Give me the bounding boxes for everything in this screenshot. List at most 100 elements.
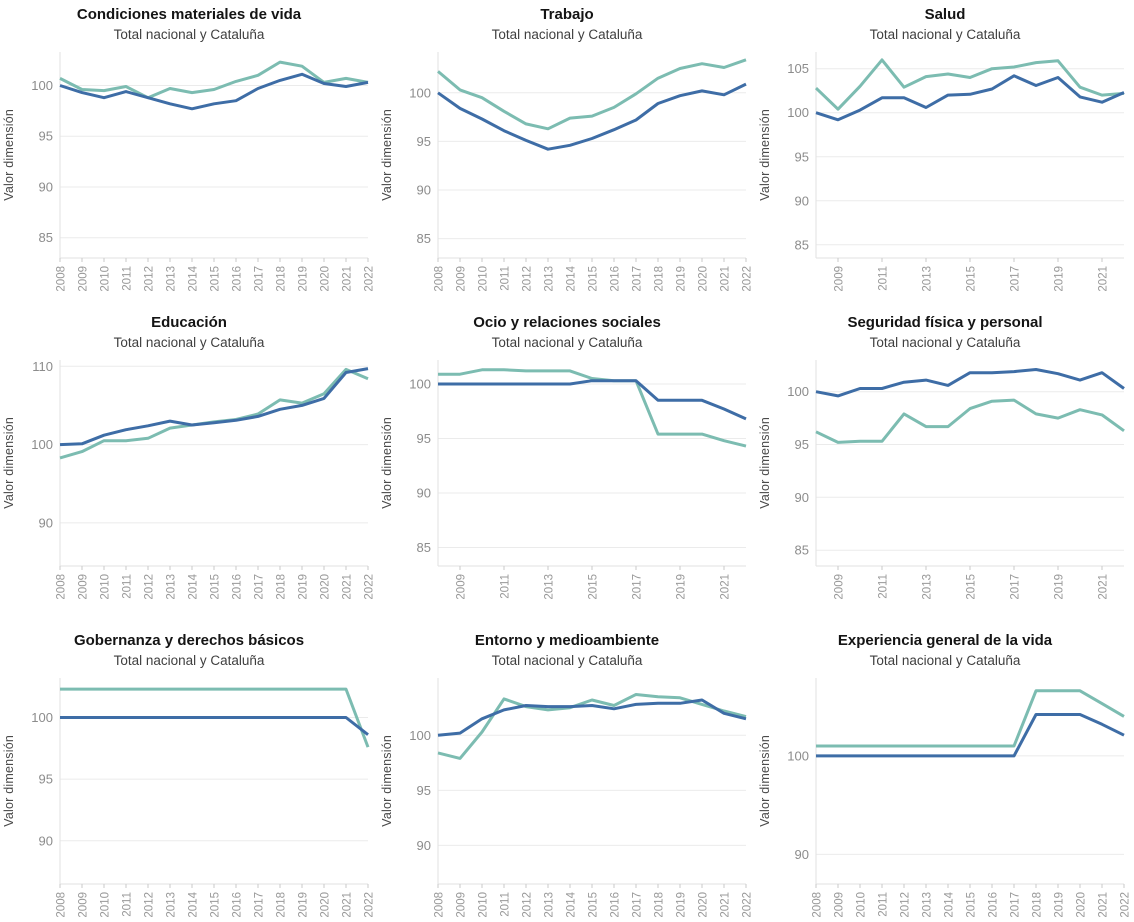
svg-text:90: 90 xyxy=(417,486,431,501)
svg-text:95: 95 xyxy=(417,134,431,149)
svg-text:2015: 2015 xyxy=(588,574,600,600)
chart-title: Entorno y medioambiente xyxy=(474,632,660,649)
svg-text:2016: 2016 xyxy=(232,266,244,292)
svg-text:2008: 2008 xyxy=(56,892,68,918)
chart-title: Seguridad física y personal xyxy=(847,314,1043,331)
svg-text:2013: 2013 xyxy=(166,574,178,600)
svg-text:2021: 2021 xyxy=(720,266,732,292)
svg-text:2022: 2022 xyxy=(742,892,753,918)
svg-text:2008: 2008 xyxy=(812,892,824,918)
plot-area: Valor dimensión 85 90 95 100 2008 2009 2010 201… xyxy=(0,46,378,296)
y-axis-title: Valor dimensión xyxy=(0,678,18,884)
svg-text:100: 100 xyxy=(787,384,809,399)
svg-text:2017: 2017 xyxy=(254,574,266,600)
svg-text:2018: 2018 xyxy=(1032,892,1044,918)
svg-text:2011: 2011 xyxy=(122,892,134,917)
svg-text:2021: 2021 xyxy=(1098,574,1110,600)
svg-text:2021: 2021 xyxy=(342,266,354,292)
svg-text:85: 85 xyxy=(795,543,809,558)
svg-text:2021: 2021 xyxy=(1098,892,1110,918)
chart-panel-ocio-relaciones: Ocio y relaciones sociales Total naciona… xyxy=(378,308,756,626)
svg-text:2013: 2013 xyxy=(544,574,556,600)
y-axis-title-text: Valor dimensión xyxy=(2,417,16,509)
svg-text:2019: 2019 xyxy=(1054,266,1066,292)
y-axis-title-text: Valor dimensión xyxy=(2,109,16,201)
plot-area: Valor dimensión 90 95 100 2008 2009 2010 2011 2… xyxy=(378,672,756,922)
y-axis-title-text: Valor dimensión xyxy=(380,735,394,827)
svg-text:2009: 2009 xyxy=(456,266,468,292)
svg-text:2010: 2010 xyxy=(478,266,490,292)
chart-panel-condiciones-materiales: Condiciones materiales de vida Total nac… xyxy=(0,0,378,308)
svg-text:2012: 2012 xyxy=(900,892,912,918)
svg-text:2020: 2020 xyxy=(698,892,710,918)
svg-text:85: 85 xyxy=(417,540,431,555)
svg-text:2015: 2015 xyxy=(966,892,978,918)
svg-text:2014: 2014 xyxy=(566,891,578,917)
svg-text:95: 95 xyxy=(417,431,431,446)
svg-text:2011: 2011 xyxy=(122,266,134,291)
chart-title: Salud xyxy=(924,6,966,23)
line-chart-gobernanza: 90 95 100 2008 2009 2010 2011 2012 2013 2014 2015 2… xyxy=(31,678,375,918)
y-axis-title-text: Valor dimensión xyxy=(2,735,16,827)
line-chart-condiciones-materiales: 85 90 95 100 2008 2009 2010 2011 2012 2013 2014 201… xyxy=(31,52,374,292)
line-chart-salud: 85 90 95 100 105 2009 2011 2013 2015 2017 2019 2021 xyxy=(787,52,1125,292)
svg-text:90: 90 xyxy=(795,193,809,208)
svg-text:2017: 2017 xyxy=(1010,892,1022,918)
svg-text:2014: 2014 xyxy=(188,573,200,599)
plot-area: Valor dimensión 85 90 95 100 2009 2011 2013 201… xyxy=(378,354,756,604)
svg-text:2009: 2009 xyxy=(456,892,468,918)
y-axis-title: Valor dimensión xyxy=(0,52,18,258)
svg-text:2013: 2013 xyxy=(922,266,934,292)
svg-text:2021: 2021 xyxy=(342,574,354,600)
chart-title: Trabajo xyxy=(540,6,594,23)
svg-text:2012: 2012 xyxy=(144,892,156,918)
chart-subtitle: Total nacional y Cataluña xyxy=(491,653,643,668)
chart-subtitle: Total nacional y Cataluña xyxy=(869,27,1021,42)
svg-text:2016: 2016 xyxy=(988,892,1000,918)
svg-text:100: 100 xyxy=(787,105,809,120)
svg-text:100: 100 xyxy=(31,710,53,725)
y-axis-title: Valor dimensión xyxy=(378,678,396,884)
svg-text:2009: 2009 xyxy=(834,574,846,600)
svg-text:2009: 2009 xyxy=(834,266,846,292)
svg-text:2021: 2021 xyxy=(1098,266,1110,292)
y-axis-title-text: Valor dimensión xyxy=(758,735,772,827)
svg-text:2009: 2009 xyxy=(78,266,90,292)
svg-text:2013: 2013 xyxy=(544,892,556,918)
y-axis-title: Valor dimensión xyxy=(378,52,396,258)
chart-panel-trabajo: Trabajo Total nacional y Cataluña Valor … xyxy=(378,0,756,308)
chart-title: Ocio y relaciones sociales xyxy=(473,314,661,331)
svg-text:2012: 2012 xyxy=(144,266,156,292)
svg-text:2017: 2017 xyxy=(632,574,644,600)
line-chart-entorno: 90 95 100 2008 2009 2010 2011 2012 2013 2014 2015 2… xyxy=(409,678,753,918)
svg-text:2017: 2017 xyxy=(254,266,266,292)
svg-text:2019: 2019 xyxy=(298,266,310,292)
svg-text:2022: 2022 xyxy=(364,892,375,918)
svg-text:90: 90 xyxy=(39,180,53,195)
svg-text:2015: 2015 xyxy=(210,892,222,918)
svg-text:2018: 2018 xyxy=(276,266,288,292)
plot-area: Valor dimensión 90 100 2008 2009 2010 2011 201… xyxy=(756,672,1134,922)
svg-text:90: 90 xyxy=(39,515,53,530)
svg-text:2015: 2015 xyxy=(210,266,222,292)
svg-text:2020: 2020 xyxy=(320,266,332,292)
svg-text:2011: 2011 xyxy=(500,574,512,599)
svg-text:95: 95 xyxy=(417,783,431,798)
svg-text:2014: 2014 xyxy=(188,265,200,291)
svg-text:2018: 2018 xyxy=(654,266,666,292)
svg-text:2015: 2015 xyxy=(588,266,600,292)
svg-text:2015: 2015 xyxy=(588,892,600,918)
svg-text:2012: 2012 xyxy=(522,266,534,292)
chart-subtitle: Total nacional y Cataluña xyxy=(869,653,1021,668)
svg-text:2008: 2008 xyxy=(434,266,446,292)
svg-text:2015: 2015 xyxy=(210,574,222,600)
svg-text:2022: 2022 xyxy=(364,574,375,600)
svg-text:2018: 2018 xyxy=(276,892,288,918)
chart-subtitle: Total nacional y Cataluña xyxy=(491,27,643,42)
chart-subtitle: Total nacional y Cataluña xyxy=(113,653,265,668)
svg-text:100: 100 xyxy=(409,85,431,100)
chart-panel-gobernanza: Gobernanza y derechos básicos Total naci… xyxy=(0,626,378,918)
svg-text:2016: 2016 xyxy=(610,892,622,918)
chart-panel-entorno: Entorno y medioambiente Total nacional y… xyxy=(378,626,756,918)
